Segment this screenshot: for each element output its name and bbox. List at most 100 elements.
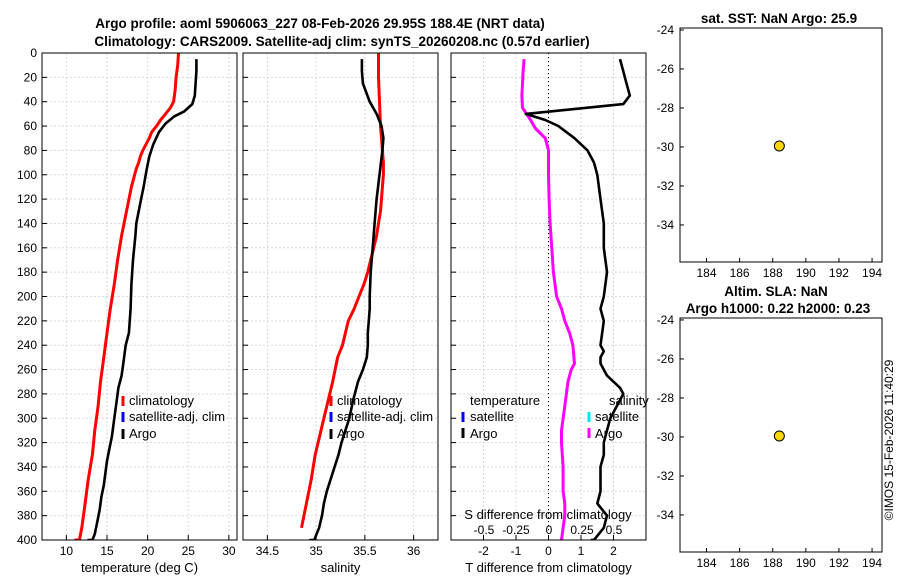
sst_map-x-tick-label: 190 bbox=[796, 266, 816, 280]
sst_map-x-tick-label: 186 bbox=[730, 266, 750, 280]
temperature-y-tick-label: 140 bbox=[17, 216, 37, 230]
temperature-x-tick-label: 25 bbox=[182, 544, 196, 558]
difference-top-axis-label: S difference from climatology bbox=[464, 507, 632, 522]
sla-map-title-line1: Altim. SLA: NaN bbox=[724, 284, 828, 299]
sla_map-argo-marker bbox=[773, 430, 785, 442]
sla_map-x-tick-label: 186 bbox=[730, 556, 750, 570]
salinity-x-axis-label: salinity bbox=[321, 560, 361, 575]
temperature-legend-label: satellite-adj. clim bbox=[129, 409, 225, 424]
sla-map-title-line2: Argo h1000: 0.22 h2000: 0.23 bbox=[686, 301, 871, 316]
temperature-y-tick-label: 200 bbox=[17, 290, 37, 304]
temperature-y-tick-label: 20 bbox=[24, 70, 38, 84]
difference-legend: temperature salinitysatelliteArgosatellit… bbox=[461, 393, 649, 441]
temperature-y-tick-label: 160 bbox=[17, 241, 37, 255]
sst_map-y-tick-label: -32 bbox=[657, 179, 675, 193]
temperature-y-tick-label: 180 bbox=[17, 265, 37, 279]
temperature-climatology-line bbox=[74, 53, 180, 540]
difference-top-tick-label: -0.25 bbox=[502, 523, 530, 537]
temperature-x-tick-label: 10 bbox=[60, 544, 74, 558]
difference-x-axis-label: T difference from climatology bbox=[465, 560, 632, 575]
sst_map-x-tick-label: 188 bbox=[763, 266, 783, 280]
figure-title-line2: Climatology: CARS2009. Satellite-adj cli… bbox=[94, 34, 589, 49]
difference-legend-temperature-title: temperature bbox=[470, 393, 540, 408]
sla_map-y-tick-label: -34 bbox=[657, 508, 675, 522]
difference-legend-label: satellite bbox=[595, 409, 639, 424]
temperature-legend-label: climatology bbox=[129, 393, 195, 408]
temperature-y-tick-label: 40 bbox=[24, 95, 38, 109]
sst_map-y-tick-label: -24 bbox=[657, 23, 675, 37]
temperature-legend-label: Argo bbox=[129, 426, 156, 441]
difference-top-tick-label: -0.5 bbox=[474, 523, 495, 537]
temperature-y-tick-label: 120 bbox=[17, 192, 37, 206]
sla_map-x-tick-label: 190 bbox=[796, 556, 816, 570]
temperature-y-tick-label: 0 bbox=[30, 46, 37, 60]
timestamp-label: ©IMOS 15-Feb-2026 11:40:29 bbox=[882, 359, 896, 520]
difference-x-tick-label: 1 bbox=[578, 544, 585, 558]
figure-title-line1: Argo profile: aoml 5906063_227 08-Feb-20… bbox=[95, 16, 544, 31]
sla_map-frame bbox=[679, 317, 883, 553]
salinity-argo-line bbox=[309, 59, 385, 540]
salinity-x-tick-label: 35 bbox=[309, 544, 323, 558]
sla_map-y-tick-label: -24 bbox=[657, 313, 675, 327]
temperature-y-tick-label: 240 bbox=[17, 338, 37, 352]
difference-x-tick-label: -1 bbox=[511, 544, 522, 558]
sst_map-frame bbox=[679, 27, 883, 263]
sst_map-x-tick-label: 194 bbox=[862, 266, 882, 280]
temperature-y-tick-label: 60 bbox=[24, 119, 38, 133]
difference-top-tick-label: 0.25 bbox=[570, 523, 594, 537]
sla_map-y-tick-label: -32 bbox=[657, 469, 675, 483]
temperature-x-tick-label: 20 bbox=[141, 544, 155, 558]
salinity-legend-label: satellite-adj. clim bbox=[337, 409, 433, 424]
temperature-series bbox=[74, 53, 198, 540]
difference-x-tick-label: 2 bbox=[610, 544, 617, 558]
sst_map-argo-marker bbox=[773, 140, 785, 152]
difference-series bbox=[520, 58, 632, 540]
temperature-argo-line bbox=[87, 59, 198, 540]
difference-panel: -2 -1 0 1 2 T difference from climatology S di… bbox=[451, 52, 646, 575]
sst_map-y-tick-label: -28 bbox=[657, 101, 675, 115]
profile-frame-difference bbox=[450, 52, 647, 541]
salinity-legend-label: Argo bbox=[337, 426, 364, 441]
sla_map-y-tick-label: -26 bbox=[657, 352, 675, 366]
sst_map-y-tick-label: -26 bbox=[657, 62, 675, 76]
difference-salinity-line bbox=[520, 58, 576, 540]
temperature-x-tick-label: 15 bbox=[100, 544, 114, 558]
profile-frame-temperature bbox=[41, 52, 238, 541]
temperature-y-tick-label: 340 bbox=[17, 460, 37, 474]
sla_map-panel: 184 186 188 190 192 194 -24 -26 -28 -30 -32 -34 Alti… bbox=[657, 284, 883, 570]
temperature-y-tick-label: 300 bbox=[17, 411, 37, 425]
difference-top-tick-label: 0.5 bbox=[606, 523, 623, 537]
temperature-x-tick-label: 30 bbox=[222, 544, 236, 558]
temperature-y-tick-label: 360 bbox=[17, 484, 37, 498]
salinity-legend-label: climatology bbox=[337, 393, 403, 408]
sla_map-x-tick-label: 184 bbox=[696, 556, 716, 570]
difference-top-tick-label: 0 bbox=[546, 523, 553, 537]
difference-temperature-line bbox=[524, 58, 632, 540]
sst_map-x-tick-label: 192 bbox=[829, 266, 849, 280]
sla_map-y-tick-label: -30 bbox=[657, 430, 675, 444]
temperature-y-tick-label: 260 bbox=[17, 363, 37, 377]
difference-legend-label: satellite bbox=[470, 409, 514, 424]
sla_map-y-tick-label: -28 bbox=[657, 391, 675, 405]
temperature-panel: 10 15 20 25 30020406080100120140160180200220… bbox=[17, 46, 237, 575]
difference-legend-label: Argo bbox=[595, 426, 622, 441]
sla_map-x-tick-label: 192 bbox=[829, 556, 849, 570]
temperature-y-tick-label: 280 bbox=[17, 387, 37, 401]
difference-legend-label: Argo bbox=[470, 426, 497, 441]
temperature-y-tick-label: 80 bbox=[24, 143, 38, 157]
sst_map-panel: 184 186 188 190 192 194 -24 -26 -28 -30 -32 -34 sat.… bbox=[657, 11, 883, 280]
salinity-x-tick-label: 35.5 bbox=[353, 544, 377, 558]
temperature-y-tick-label: 220 bbox=[17, 314, 37, 328]
temperature-x-axis-label: temperature (deg C) bbox=[81, 560, 198, 575]
temperature-y-tick-label: 400 bbox=[17, 533, 37, 547]
sst_map-x-tick-label: 184 bbox=[696, 266, 716, 280]
sla_map-x-tick-label: 188 bbox=[763, 556, 783, 570]
temperature-y-tick-label: 100 bbox=[17, 168, 37, 182]
temperature-y-tick-label: 320 bbox=[17, 436, 37, 450]
salinity-x-tick-label: 36 bbox=[407, 544, 421, 558]
profile-frame-salinity bbox=[242, 52, 439, 541]
sst_map-y-tick-label: -30 bbox=[657, 140, 675, 154]
